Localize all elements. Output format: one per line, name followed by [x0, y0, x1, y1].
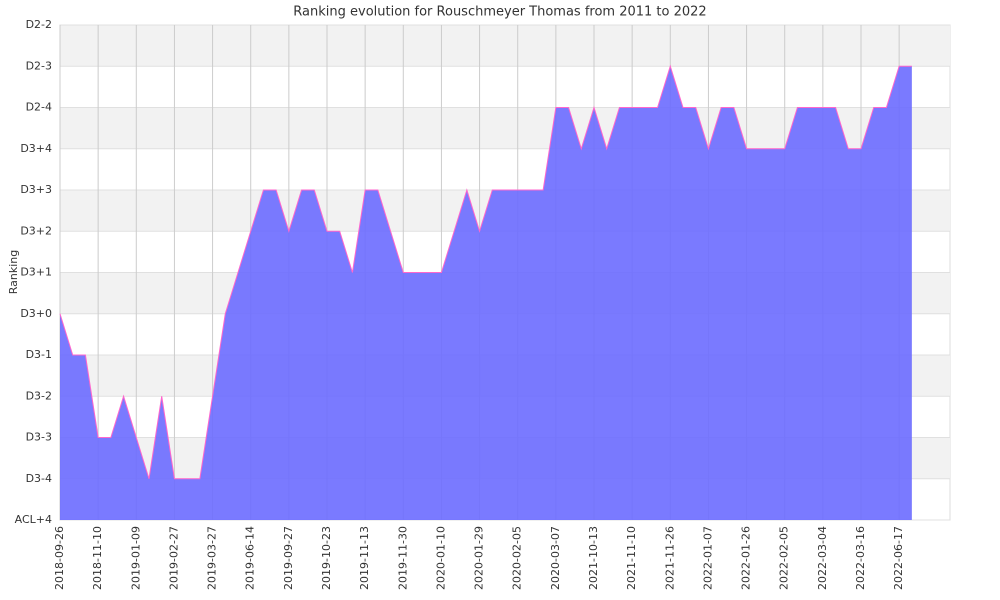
y-tick-label: D2-4 [26, 101, 52, 114]
y-tick-label: D3+3 [20, 183, 52, 196]
x-tick-label: 2020-02-05 [511, 526, 524, 590]
x-tick-label: 2019-11-30 [396, 526, 409, 590]
y-tick-label: D3-3 [26, 431, 52, 444]
x-tick-label: 2019-10-23 [320, 526, 333, 590]
y-tick-label: D3+2 [20, 224, 52, 237]
x-tick-label: 2019-09-27 [282, 526, 295, 590]
y-tick-label: D3-2 [26, 389, 52, 402]
x-tick-label: 2018-11-10 [91, 526, 104, 590]
y-tick-label: D3+0 [20, 307, 52, 320]
y-tick-label: D3+1 [20, 266, 52, 279]
x-tick-label: 2020-01-29 [473, 526, 486, 590]
x-tick-label: 2019-03-27 [206, 526, 219, 590]
x-tick-label: 2020-01-10 [434, 526, 447, 590]
x-tick-label: 2019-01-09 [129, 526, 142, 590]
x-tick-label: 2019-06-14 [244, 526, 257, 590]
x-tick-label: 2021-11-10 [625, 526, 638, 590]
x-tick-label: 2022-03-04 [816, 526, 829, 590]
x-tick-label: 2022-06-17 [892, 526, 905, 590]
grid-band [60, 25, 950, 67]
x-tick-label: 2019-02-27 [167, 526, 180, 590]
x-tick-label: 2022-02-05 [778, 526, 791, 590]
line [59, 64, 912, 480]
x-tick-label: 2022-03-16 [854, 526, 867, 590]
y-tick-label: D2-3 [26, 59, 52, 72]
x-tick-label: 2021-10-13 [587, 526, 600, 590]
x-tick-label: 2022-01-26 [740, 526, 753, 590]
x-tick-label: 2020-03-07 [549, 526, 562, 590]
y-axis-label: Ranking [7, 250, 20, 295]
y-tick-label: D3-4 [26, 472, 52, 485]
x-tick-label: 2021-11-26 [663, 526, 676, 590]
y-tick-label: D2-2 [26, 18, 52, 31]
area [60, 66, 912, 520]
x-tick-label: 2022-01-07 [701, 526, 714, 590]
x-tick-label: 2019-11-13 [358, 526, 371, 590]
x-tick-label: 2018-09-26 [53, 526, 66, 590]
y-tick-label: D3+4 [20, 142, 52, 155]
y-tick-label: ACL+4 [15, 513, 52, 526]
y-tick-label: D3-1 [26, 348, 52, 361]
chart-title: Ranking evolution for Rouschmeyer Thomas… [293, 5, 706, 20]
